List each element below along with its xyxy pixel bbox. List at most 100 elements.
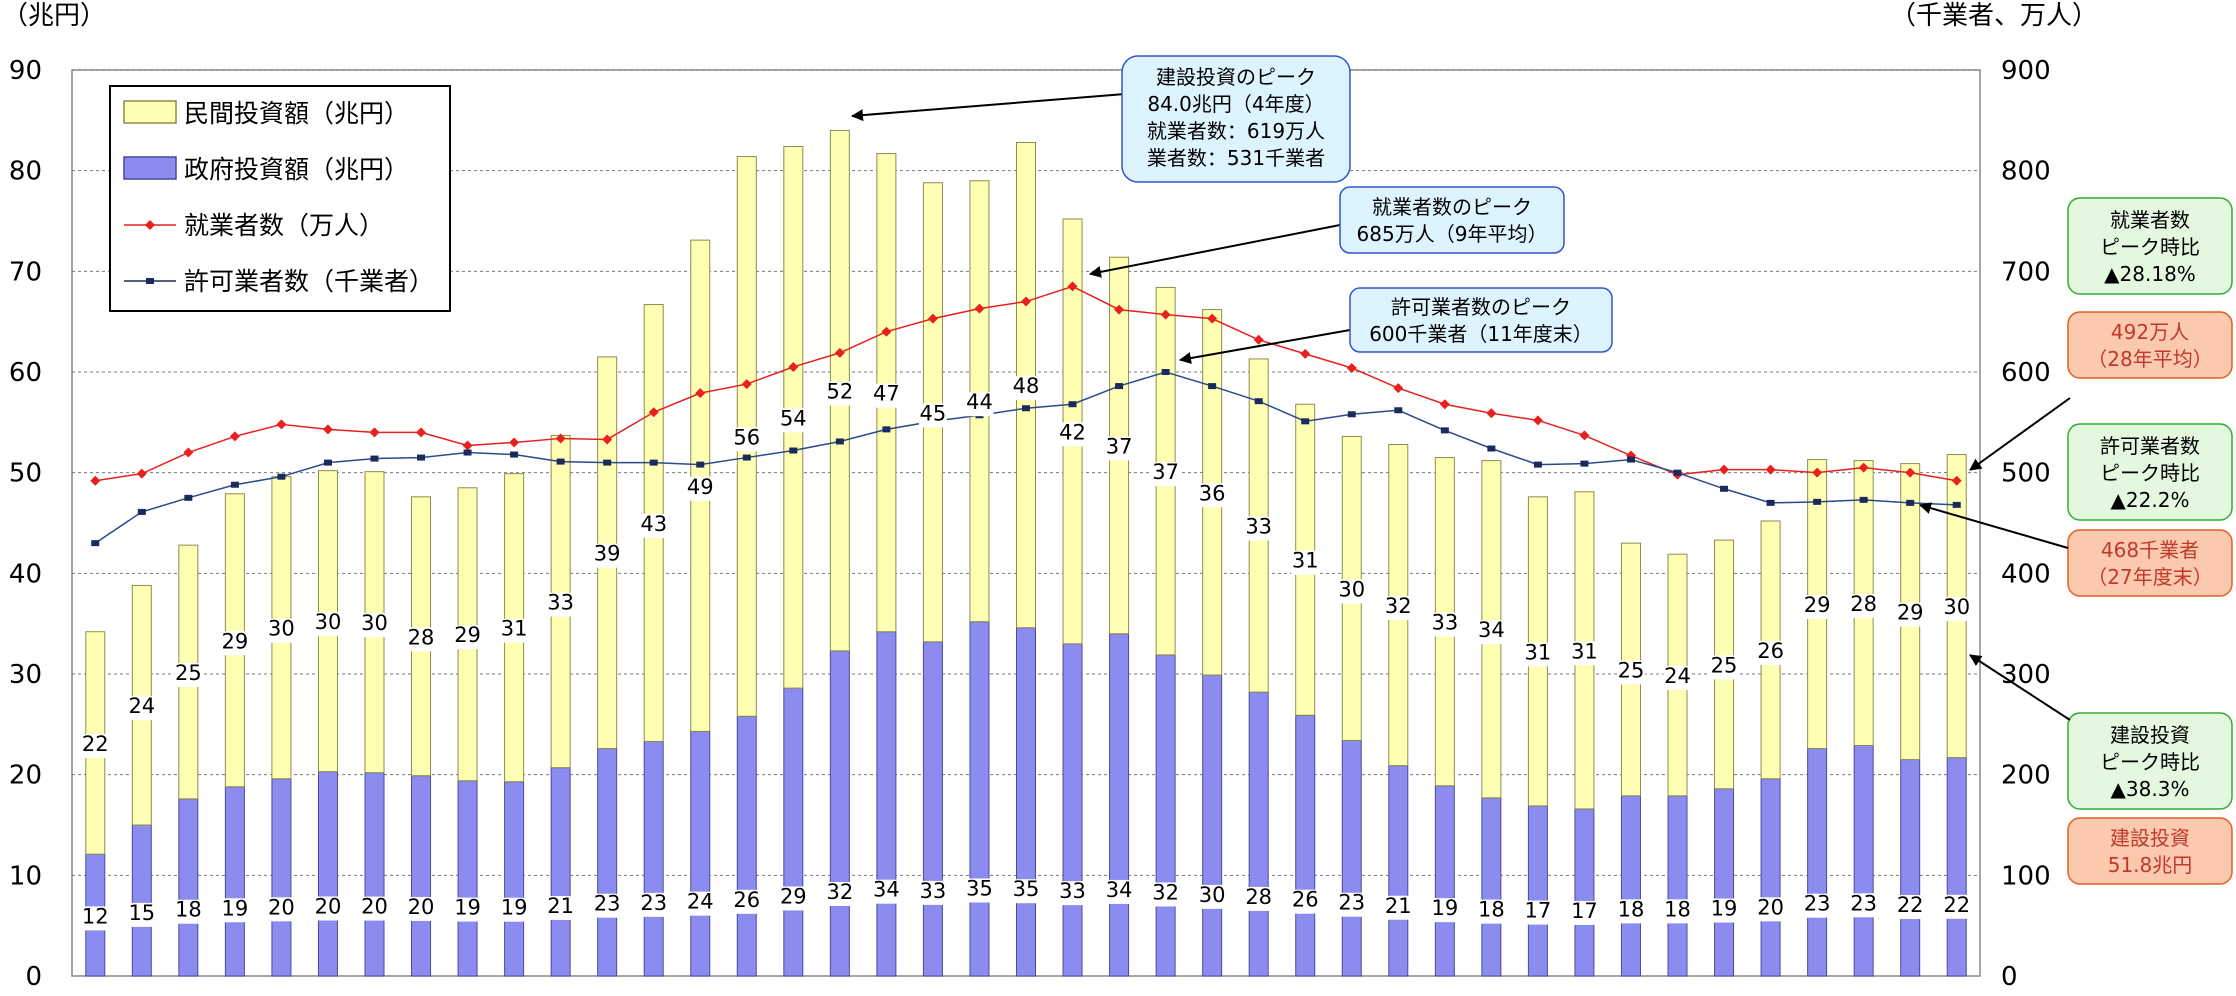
point-contractors <box>1208 383 1217 390</box>
contractors-now-line1: 468千業者 <box>2101 538 2199 562</box>
bar-government <box>1434 785 1455 977</box>
right-axis-unit: （千業者、万人） <box>1890 1 2098 31</box>
label-private: 44 <box>966 390 993 414</box>
point-contractors <box>1580 460 1589 467</box>
callout-contractors-line2: 600千業者（11年度末） <box>1369 322 1593 346</box>
label-private: 39 <box>594 542 621 566</box>
label-bg <box>1616 899 1645 924</box>
bar-government <box>1714 788 1735 977</box>
legend-marker-contractors <box>146 278 154 284</box>
label-bg <box>1291 550 1320 575</box>
label-private: 45 <box>920 401 947 425</box>
label-government: 15 <box>128 901 155 925</box>
point-contractors <box>91 540 100 547</box>
callout-contractors-line1: 許可業者数のピーク <box>1391 295 1571 319</box>
label-government: 18 <box>175 898 202 922</box>
bar-government <box>876 631 897 977</box>
bar-government <box>1109 633 1130 977</box>
point-workers <box>881 326 892 337</box>
left-tick-label: 50 <box>9 459 42 489</box>
label-bg <box>1291 889 1320 914</box>
workers-ratio-line1: 就業者数 <box>2110 208 2190 232</box>
label-bg <box>593 893 622 918</box>
left-tick-label: 90 <box>9 56 42 86</box>
arrow-contractors-now <box>1919 502 2069 549</box>
right-axis-ticks: 0 100 200 300 400 500 600 700 800 900 <box>2001 56 2051 992</box>
label-government: 21 <box>547 894 574 918</box>
label-bg <box>1198 884 1227 909</box>
point-workers <box>1393 383 1404 394</box>
left-tick-label: 0 <box>25 962 42 992</box>
investment-ratio-line2: ピーク時比 <box>2100 750 2200 774</box>
label-bg <box>1105 436 1134 461</box>
point-workers <box>1207 313 1218 324</box>
label-bg <box>1337 579 1366 604</box>
label-private: 49 <box>687 475 714 499</box>
side-box-workers-ratio: 就業者数 ピーク時比 ▲28.18% <box>2067 197 2233 295</box>
label-government: 34 <box>1106 878 1133 902</box>
label-private: 24 <box>128 694 155 718</box>
label-bg <box>1803 595 1832 620</box>
point-contractors <box>323 459 332 466</box>
label-bg <box>732 427 761 452</box>
label-government: 26 <box>1292 888 1319 912</box>
point-workers <box>1719 464 1730 475</box>
label-bg <box>872 383 901 408</box>
point-contractors <box>1626 456 1635 463</box>
point-workers <box>462 440 473 451</box>
label-bg <box>1523 900 1552 925</box>
label-government: 23 <box>1850 891 1877 915</box>
label-bg <box>686 476 715 501</box>
label-private: 28 <box>1850 592 1877 616</box>
label-bg <box>1663 899 1692 924</box>
callout-workers-peak: 就業者数のピーク 685万人（9年平均） <box>1089 186 1565 278</box>
point-contractors <box>510 451 519 458</box>
label-bg <box>1896 895 1925 920</box>
bar-government <box>1016 627 1036 977</box>
callout-investment-line3: 就業者数：619万人 <box>1147 119 1325 143</box>
bar-government <box>783 687 804 977</box>
label-bg <box>1756 640 1785 665</box>
point-workers <box>602 434 613 445</box>
point-contractors <box>137 508 146 515</box>
callout-workers-line2: 685万人（9年平均） <box>1357 222 1548 246</box>
label-bg <box>1012 376 1040 401</box>
callout-investment-line4: 業者数：531千業者 <box>1147 146 1325 170</box>
label-government: 12 <box>82 904 109 928</box>
callout-workers-line1: 就業者数のピーク <box>1372 195 1532 219</box>
point-contractors <box>1813 498 1822 505</box>
label-bg <box>1105 879 1134 904</box>
bar-government <box>1946 757 1967 977</box>
label-bg <box>1803 893 1832 918</box>
label-bg <box>81 733 110 758</box>
label-bg <box>779 886 808 911</box>
label-government: 22 <box>1943 893 1970 917</box>
label-bg <box>360 896 389 921</box>
label-private: 33 <box>1431 611 1458 635</box>
label-private: 47 <box>873 382 900 406</box>
label-government: 18 <box>1664 897 1691 921</box>
callout-investment-line2: 84.0兆円（4年度） <box>1147 92 1324 116</box>
left-tick-label: 10 <box>9 861 42 891</box>
label-government: 28 <box>1245 885 1272 909</box>
label-private: 31 <box>1525 640 1552 664</box>
label-government: 17 <box>1525 899 1552 923</box>
label-government: 19 <box>454 896 481 920</box>
investment-ratio-line3: ▲38.3% <box>2111 777 2190 801</box>
investment-now-line1: 建設投資 <box>2110 826 2190 850</box>
point-contractors <box>1301 418 1310 425</box>
label-private: 30 <box>1338 577 1365 601</box>
label-bg <box>1663 666 1692 691</box>
left-tick-label: 70 <box>9 257 42 287</box>
label-private: 33 <box>547 591 574 615</box>
point-workers <box>695 388 706 399</box>
label-bg <box>1942 894 1971 919</box>
label-government: 18 <box>1618 897 1645 921</box>
point-workers <box>1858 462 1869 473</box>
label-private: 32 <box>1385 594 1412 618</box>
callout-investment-peak: 建設投資のピーク 84.0兆円（4年度） 就業者数：619万人 業者数：531千… <box>851 55 1351 183</box>
label-government: 19 <box>1711 897 1738 921</box>
label-bg <box>127 696 156 721</box>
label-private: 31 <box>1571 639 1598 663</box>
label-private: 29 <box>1897 601 1924 625</box>
